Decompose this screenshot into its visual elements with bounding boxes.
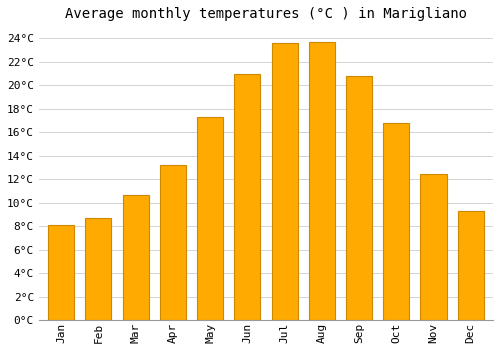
Bar xyxy=(420,174,446,320)
Bar xyxy=(272,43,297,320)
Bar xyxy=(197,117,223,320)
Bar xyxy=(122,196,148,320)
Bar xyxy=(383,122,409,320)
Bar xyxy=(160,165,186,320)
Bar xyxy=(346,76,372,320)
Bar xyxy=(458,211,483,320)
Bar xyxy=(234,75,260,320)
Bar xyxy=(308,42,335,320)
Bar xyxy=(48,225,74,320)
Bar xyxy=(86,218,112,320)
Title: Average monthly temperatures (°C ) in Marigliano: Average monthly temperatures (°C ) in Ma… xyxy=(65,7,467,21)
